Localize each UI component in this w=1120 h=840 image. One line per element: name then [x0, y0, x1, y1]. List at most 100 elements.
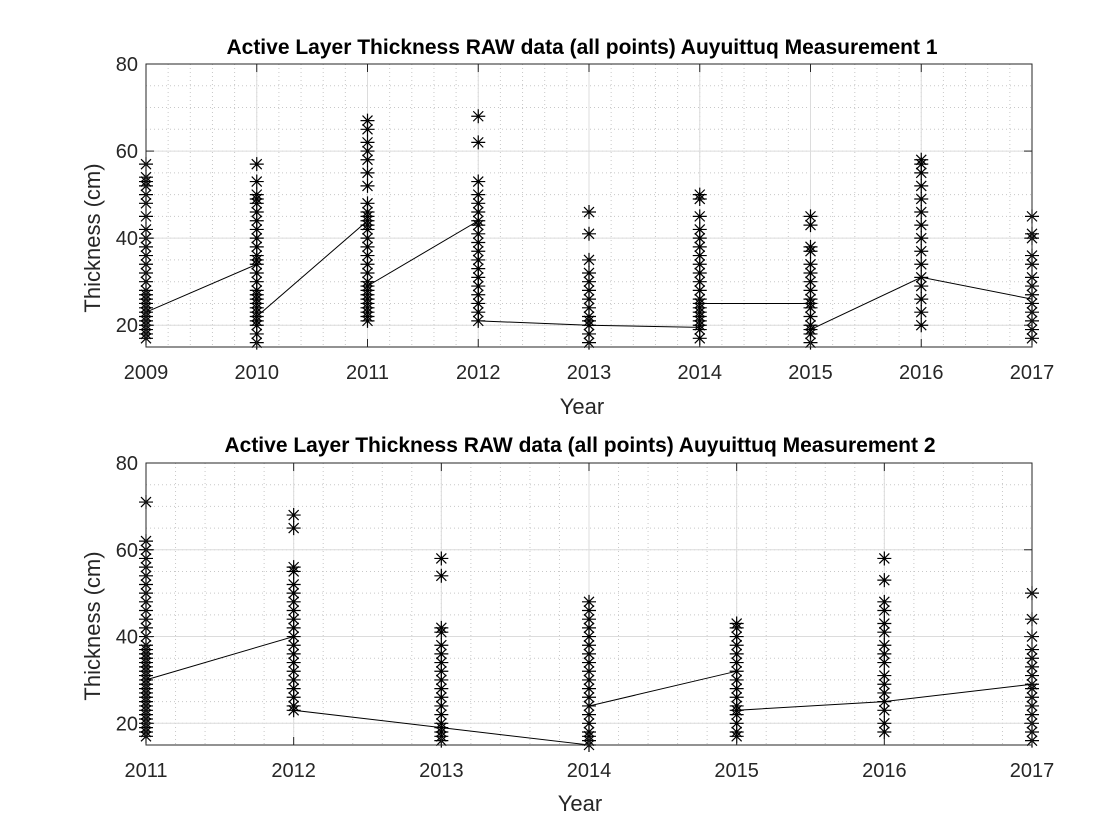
data-point [729, 638, 744, 653]
data-point [877, 685, 892, 700]
chart-title: Active Layer Thickness RAW data (all poi… [226, 36, 937, 59]
x-tick-label: 2017 [1010, 760, 1055, 782]
data-point [434, 707, 449, 722]
data-point [471, 174, 486, 189]
data-point [582, 664, 596, 679]
data-point [434, 655, 449, 670]
x-tick-label: 2015 [714, 760, 759, 782]
x-tick-label: 2014 [678, 362, 723, 384]
data-point [582, 283, 596, 298]
data-point [360, 274, 375, 289]
data-point [249, 231, 264, 246]
data-point [434, 698, 449, 713]
data-point [692, 283, 707, 298]
data-point [471, 287, 486, 302]
data-point [914, 244, 929, 259]
data-point [360, 144, 375, 159]
data-point [692, 292, 707, 307]
data-point [471, 213, 486, 228]
data-point [877, 638, 892, 653]
data-point [803, 239, 818, 254]
data-point [692, 248, 707, 263]
data-point [803, 257, 818, 272]
data-point [914, 218, 929, 233]
data-point [434, 664, 449, 679]
data-point [877, 716, 892, 731]
data-point [729, 724, 744, 739]
data-point [471, 279, 486, 294]
data-point [582, 724, 596, 739]
data-point [582, 707, 596, 722]
data-point [914, 152, 929, 167]
y-tick-label: 80 [116, 54, 138, 76]
data-point [286, 603, 301, 618]
data-point [360, 113, 375, 128]
data-point [286, 681, 301, 696]
data-point [286, 577, 301, 592]
data-point [286, 594, 301, 609]
data-point [249, 248, 264, 263]
data-point [360, 239, 375, 254]
data-point [877, 603, 892, 618]
data-point [360, 257, 375, 272]
data-point [471, 261, 486, 276]
data-point [471, 313, 486, 328]
data-point [249, 187, 264, 202]
data-point [582, 698, 596, 713]
data-point [914, 318, 929, 333]
x-tick-label: 2011 [124, 760, 167, 782]
data-point [729, 629, 744, 644]
data-point [286, 560, 301, 575]
data-point [249, 213, 264, 228]
data-point [582, 646, 596, 661]
chart-measurement-2: Active Layer Thickness RAW data (all poi… [80, 434, 1054, 816]
data-point [914, 305, 929, 320]
data-point [582, 681, 596, 696]
data-point [471, 187, 486, 202]
data-point [914, 257, 929, 272]
x-tick-label: 2012 [271, 760, 316, 782]
data-point [582, 292, 596, 307]
data-point [914, 231, 929, 246]
x-tick-label: 2013 [567, 362, 612, 384]
data-point [914, 191, 929, 206]
data-point [692, 222, 707, 237]
data-point [249, 239, 264, 254]
data-point [803, 274, 818, 289]
data-point [360, 248, 375, 263]
data-point [582, 326, 596, 341]
data-point [471, 109, 486, 124]
y-axis-label: Thickness (cm) [80, 163, 105, 312]
data-point [582, 620, 596, 635]
data-point [914, 279, 929, 294]
data-point [249, 205, 264, 220]
data-point [249, 174, 264, 189]
data-point [692, 257, 707, 272]
data-point [434, 638, 449, 653]
x-tick-label: 2016 [862, 760, 907, 782]
data-point [471, 270, 486, 285]
x-tick-label: 2016 [899, 362, 944, 384]
data-point [582, 603, 596, 618]
data-point [582, 226, 596, 241]
data-point [692, 231, 707, 246]
data-point [692, 265, 707, 280]
data-point [434, 568, 449, 583]
data-point [582, 274, 596, 289]
x-tick-label: 2013 [419, 760, 464, 782]
data-point [249, 274, 264, 289]
data-point [877, 677, 892, 692]
data-point [877, 646, 892, 661]
data-point [582, 672, 596, 687]
data-point [434, 646, 449, 661]
data-point [286, 508, 301, 523]
chart-measurement-1: Active Layer Thickness RAW data (all poi… [80, 36, 1054, 419]
data-point [249, 283, 264, 298]
data-point [286, 521, 301, 536]
x-tick-label: 2010 [235, 362, 280, 384]
data-point [729, 616, 744, 631]
y-tick-label: 60 [116, 141, 138, 163]
x-tick-label: 2012 [456, 362, 501, 384]
data-point [286, 646, 301, 661]
data-point [582, 638, 596, 653]
